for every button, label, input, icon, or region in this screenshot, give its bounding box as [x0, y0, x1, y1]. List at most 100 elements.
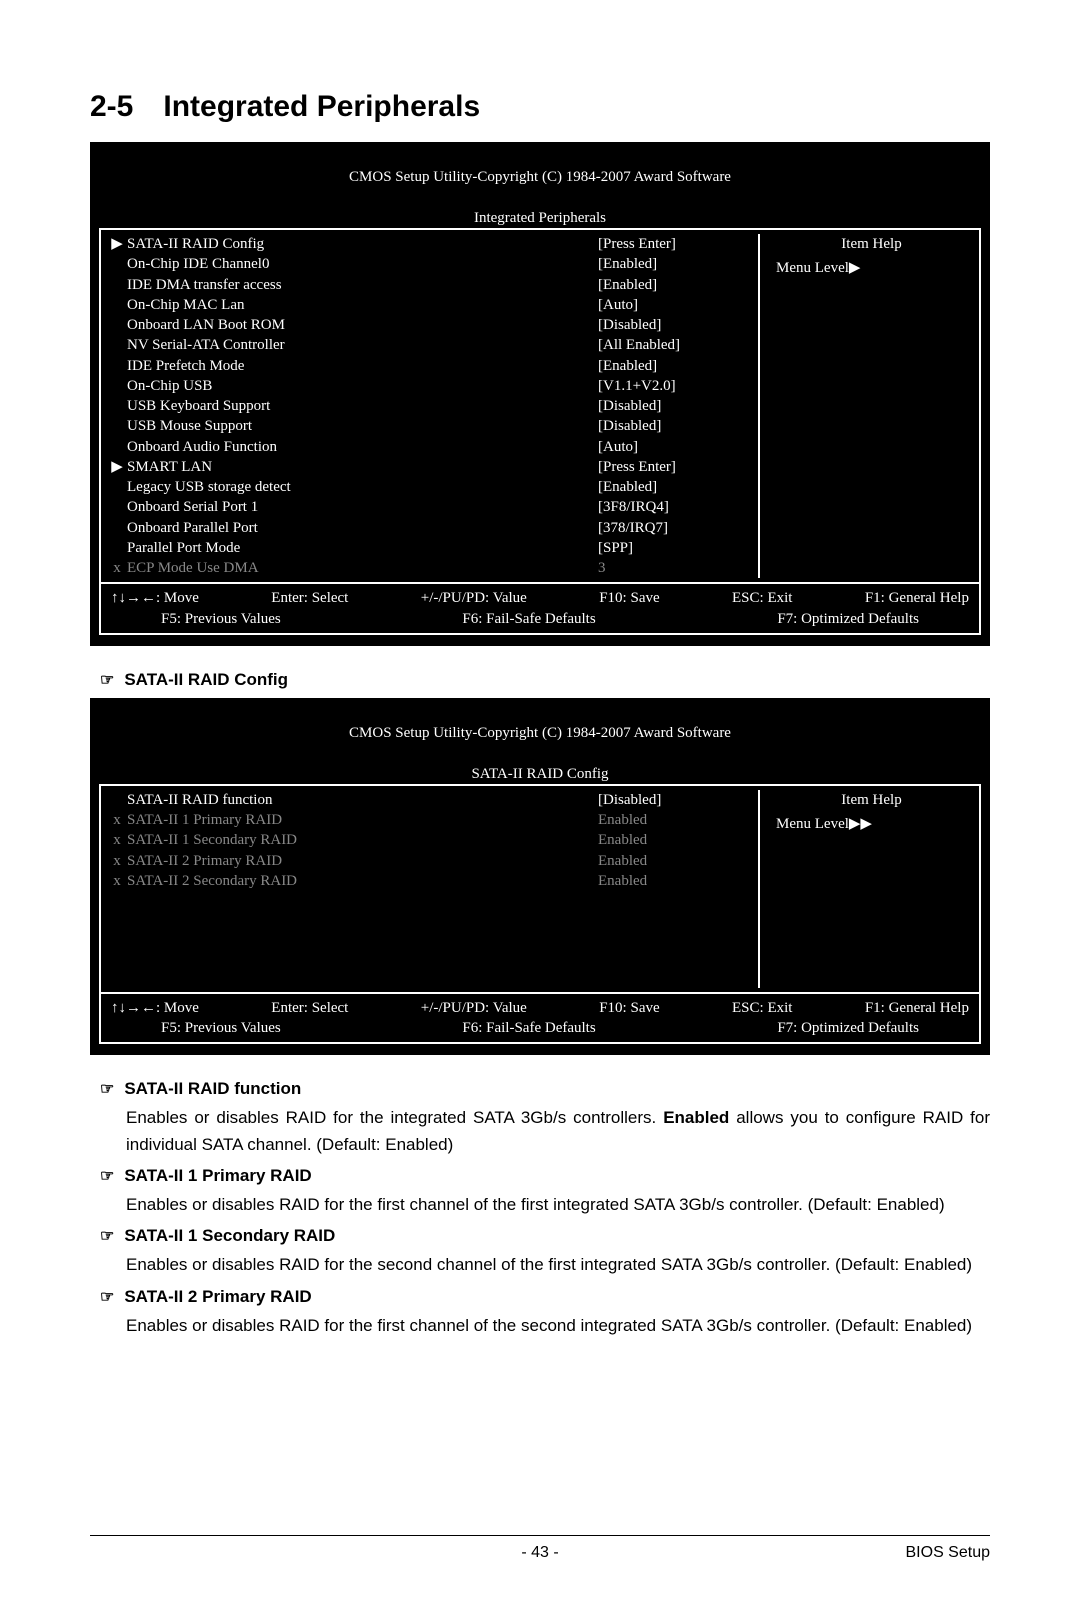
row-marker-icon — [107, 315, 127, 335]
row-marker-icon — [107, 437, 127, 457]
bios-option-row[interactable]: On-Chip MAC Lan[Auto] — [107, 295, 758, 315]
bios-help-panel: Item Help Menu Level▶▶ — [758, 790, 973, 988]
bios-option-row[interactable]: xSATA-II 2 Primary RAIDEnabled — [107, 851, 758, 871]
bios-option-row[interactable]: xSATA-II 1 Secondary RAIDEnabled — [107, 830, 758, 850]
key-optimized: F7: Optimized Defaults — [777, 609, 919, 629]
option-label: IDE Prefetch Mode — [127, 356, 598, 376]
key-select: Enter: Select — [271, 998, 348, 1018]
bios-option-row[interactable]: Onboard Parallel Port[378/IRQ7] — [107, 518, 758, 538]
row-marker-icon — [107, 275, 127, 295]
option-label: SATA-II 1 Secondary RAID — [127, 830, 598, 850]
hand-pointer-icon: ☞ — [100, 1079, 114, 1099]
bios-option-row[interactable]: Parallel Port Mode[SPP] — [107, 538, 758, 558]
option-value: [V1.1+V2.0] — [598, 376, 758, 396]
bios-option-list: SATA-II RAID function[Disabled]xSATA-II … — [107, 790, 758, 988]
bios-option-row[interactable]: xECP Mode Use DMA3 — [107, 558, 758, 578]
bios-screen-sata-raid-config: CMOS Setup Utility-Copyright (C) 1984-20… — [90, 698, 990, 1056]
option-value: [All Enabled] — [598, 335, 758, 355]
bios-option-row[interactable]: Onboard LAN Boot ROM[Disabled] — [107, 315, 758, 335]
page-title: 2-5 Integrated Peripherals — [90, 90, 990, 124]
footer-section-name: BIOS Setup — [906, 1544, 991, 1562]
bios-option-row[interactable]: IDE DMA transfer access[Enabled] — [107, 275, 758, 295]
bios-header: CMOS Setup Utility-Copyright (C) 1984-20… — [99, 147, 981, 228]
option-value: Enabled — [598, 871, 758, 891]
row-marker-icon — [107, 518, 127, 538]
row-marker-icon — [107, 790, 127, 810]
option-value: [378/IRQ7] — [598, 518, 758, 538]
bios-option-row[interactable]: NV Serial-ATA Controller[All Enabled] — [107, 335, 758, 355]
subsection-title: SATA-II RAID Config — [124, 670, 288, 690]
option-value: [Enabled] — [598, 275, 758, 295]
row-marker-icon: x — [107, 830, 127, 850]
section-heading: Integrated Peripherals — [163, 90, 480, 123]
option-value: [Auto] — [598, 437, 758, 457]
bios-option-row[interactable]: Onboard Audio Function[Auto] — [107, 437, 758, 457]
chevron-right-icon: ▶▶ — [849, 815, 872, 832]
key-exit: ESC: Exit — [732, 588, 792, 608]
key-move: ↑↓→←: Move — [111, 588, 199, 608]
description-body: Enables or disables RAID for the first c… — [126, 1313, 990, 1339]
bios-option-row[interactable]: On-Chip USB[V1.1+V2.0] — [107, 376, 758, 396]
description-block: ☞SATA-II 1 Primary RAIDEnables or disabl… — [100, 1166, 990, 1218]
option-label: On-Chip MAC Lan — [127, 295, 598, 315]
bios-option-row[interactable]: USB Mouse Support[Disabled] — [107, 416, 758, 436]
option-label: ECP Mode Use DMA — [127, 558, 598, 578]
option-label: SATA-II 1 Primary RAID — [127, 810, 598, 830]
option-label: SATA-II 2 Primary RAID — [127, 851, 598, 871]
bios-header-line1: CMOS Setup Utility-Copyright (C) 1984-20… — [349, 725, 731, 741]
key-exit: ESC: Exit — [732, 998, 792, 1018]
option-value: Enabled — [598, 830, 758, 850]
bios-option-row[interactable]: USB Keyboard Support[Disabled] — [107, 396, 758, 416]
option-label: Parallel Port Mode — [127, 538, 598, 558]
option-value: Enabled — [598, 851, 758, 871]
bios-option-row[interactable]: Onboard Serial Port 1[3F8/IRQ4] — [107, 497, 758, 517]
description-block: ☞SATA-II RAID functionEnables or disable… — [100, 1079, 990, 1158]
bios-option-row[interactable]: IDE Prefetch Mode[Enabled] — [107, 356, 758, 376]
key-save: F10: Save — [599, 998, 659, 1018]
bios-option-row[interactable]: On-Chip IDE Channel0[Enabled] — [107, 254, 758, 274]
option-label: USB Mouse Support — [127, 416, 598, 436]
description-title: SATA-II 1 Primary RAID — [124, 1166, 311, 1186]
row-marker-icon — [107, 396, 127, 416]
option-value: [Disabled] — [598, 396, 758, 416]
bios-help-panel: Item Help Menu Level▶ — [758, 234, 973, 578]
row-marker-icon — [107, 477, 127, 497]
hand-pointer-icon: ☞ — [100, 1166, 114, 1186]
chevron-right-icon: ▶ — [849, 259, 861, 276]
option-label: Onboard Audio Function — [127, 437, 598, 457]
row-marker-icon — [107, 335, 127, 355]
bios-footer: ↑↓→←: Move Enter: Select +/-/PU/PD: Valu… — [99, 584, 981, 635]
bios-option-row[interactable]: ▶SATA-II RAID Config[Press Enter] — [107, 234, 758, 254]
key-prev: F5: Previous Values — [161, 1018, 281, 1038]
option-label: SATA-II 2 Secondary RAID — [127, 871, 598, 891]
description-title: SATA-II RAID function — [124, 1079, 301, 1099]
bios-option-row[interactable]: SATA-II RAID function[Disabled] — [107, 790, 758, 810]
bios-option-row[interactable]: xSATA-II 2 Secondary RAIDEnabled — [107, 871, 758, 891]
option-label: Onboard Parallel Port — [127, 518, 598, 538]
bios-option-row[interactable]: xSATA-II 1 Primary RAIDEnabled — [107, 810, 758, 830]
bios-header-line2: Integrated Peripherals — [474, 210, 606, 226]
bios-header: CMOS Setup Utility-Copyright (C) 1984-20… — [99, 703, 981, 784]
option-value: [Press Enter] — [598, 457, 758, 477]
option-value: [Disabled] — [598, 790, 758, 810]
key-prev: F5: Previous Values — [161, 609, 281, 629]
bios-header-line2: SATA-II RAID Config — [471, 766, 608, 782]
key-move: ↑↓→←: Move — [111, 998, 199, 1018]
key-help: F1: General Help — [865, 588, 969, 608]
option-label: USB Keyboard Support — [127, 396, 598, 416]
row-marker-icon — [107, 295, 127, 315]
key-failsafe: F6: Fail-Safe Defaults — [462, 609, 595, 629]
option-value: [SPP] — [598, 538, 758, 558]
key-help: F1: General Help — [865, 998, 969, 1018]
option-value: [Enabled] — [598, 254, 758, 274]
menu-level: Menu Level▶▶ — [770, 814, 973, 834]
bios-option-row[interactable]: ▶SMART LAN[Press Enter] — [107, 457, 758, 477]
page-number: - 43 - — [90, 1544, 990, 1562]
bios-header-line1: CMOS Setup Utility-Copyright (C) 1984-20… — [349, 169, 731, 185]
bios-option-row[interactable]: Legacy USB storage detect[Enabled] — [107, 477, 758, 497]
section-number: 2-5 — [90, 90, 133, 123]
option-label: SMART LAN — [127, 457, 598, 477]
option-label: IDE DMA transfer access — [127, 275, 598, 295]
option-label: NV Serial-ATA Controller — [127, 335, 598, 355]
hand-pointer-icon: ☞ — [100, 1287, 114, 1307]
